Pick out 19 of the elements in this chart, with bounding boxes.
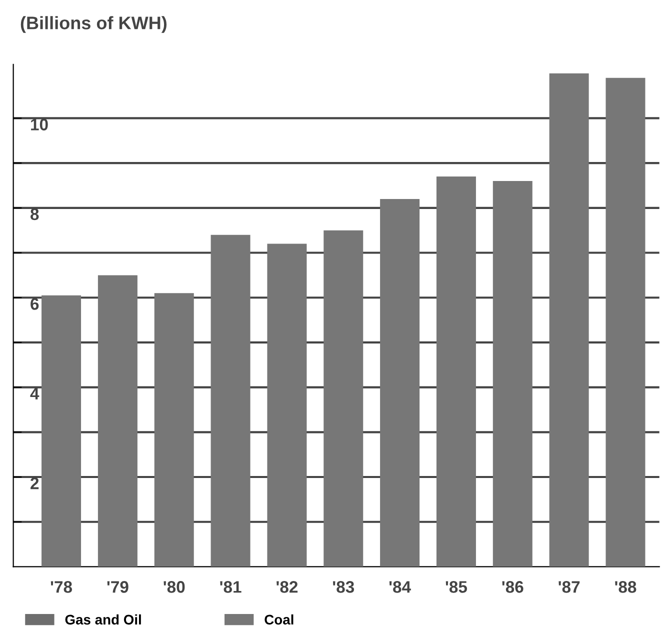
x-tick-label: '79 — [107, 581, 128, 593]
x-tick-label: '87 — [558, 581, 580, 593]
x-tick-label: '84 — [389, 581, 411, 593]
y-tick-label: 10 — [31, 118, 48, 130]
y-tick-label: 4 — [30, 388, 40, 400]
y-tick-label: 6 — [30, 298, 39, 310]
x-tick-label: '85 — [446, 581, 468, 593]
x-tick-label: '81 — [220, 581, 242, 593]
x-tick-label: '82 — [276, 581, 298, 593]
y-tick-label: 8 — [30, 208, 39, 220]
x-tick-label: '88 — [615, 581, 636, 593]
y-tick-label: 2 — [30, 477, 39, 490]
legend-label: Coal — [264, 614, 294, 625]
x-tick-label: '78 — [50, 581, 72, 593]
chart-subtitle: (Billions of KWH) — [20, 16, 167, 33]
legend-label: Gas and Oil — [65, 614, 141, 625]
x-tick-label: '86 — [502, 581, 524, 593]
x-tick-label: '83 — [333, 581, 354, 593]
x-tick-label: '80 — [164, 581, 185, 593]
